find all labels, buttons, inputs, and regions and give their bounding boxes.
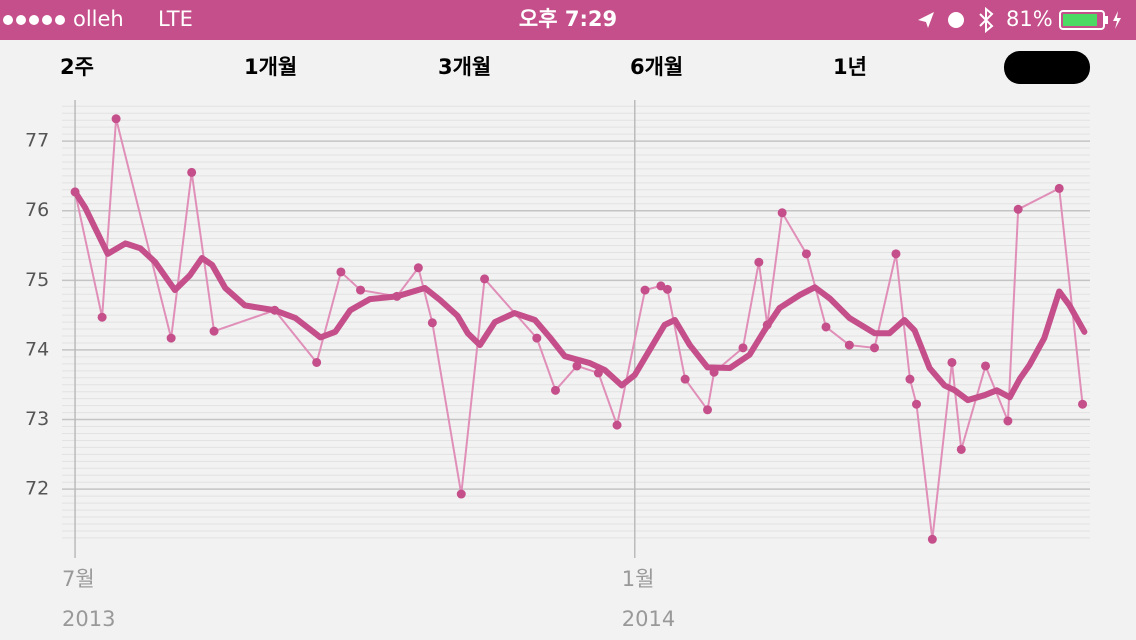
data-point <box>870 343 880 353</box>
data-point <box>891 249 901 259</box>
data-point <box>754 257 764 267</box>
data-point <box>480 274 490 284</box>
data-point <box>187 167 197 177</box>
range-tabs: 2주 1개월 3개월 6개월 1년 전부 <box>60 51 1090 84</box>
data-point <box>312 357 322 367</box>
data-point <box>456 489 466 499</box>
data-point <box>550 385 560 395</box>
data-point <box>427 318 437 328</box>
data-point <box>1054 183 1064 193</box>
data-point <box>1013 204 1023 214</box>
data-point <box>572 361 582 371</box>
data-point <box>905 374 915 384</box>
data-point <box>821 322 831 332</box>
data-point <box>612 420 622 430</box>
data-point <box>1078 399 1088 409</box>
data-point <box>166 333 176 343</box>
carrier: olleh <box>73 7 124 31</box>
y-tick-label: 72 <box>25 478 49 500</box>
data-point <box>981 361 991 371</box>
tab[interactable]: 2주 <box>60 55 94 79</box>
data-point <box>738 343 748 353</box>
tab[interactable]: 3개월 <box>438 55 491 79</box>
data-point <box>844 340 854 350</box>
data-point <box>209 326 219 336</box>
data-point <box>356 285 366 295</box>
data-point <box>662 284 672 294</box>
data-point <box>777 208 787 218</box>
data-point <box>413 263 423 273</box>
x-tick-label: 1월 <box>622 567 655 591</box>
status-bar <box>0 0 1136 40</box>
data-point <box>801 249 811 259</box>
data-point <box>703 405 713 415</box>
battery-text: 81% <box>1006 7 1053 31</box>
location-icon <box>918 12 934 28</box>
tab[interactable]: 6개월 <box>630 55 683 79</box>
data-point <box>956 444 966 454</box>
data-point <box>680 374 690 384</box>
y-tick-label: 76 <box>25 199 49 221</box>
bluetooth-icon <box>979 6 994 34</box>
y-tick-label: 74 <box>25 338 49 360</box>
signal <box>3 15 65 25</box>
time: 오후 7:29 <box>519 7 617 31</box>
tab[interactable]: 1년 <box>833 55 867 79</box>
x-year-label: 2014 <box>622 607 675 631</box>
x-tick-label: 7월 <box>62 567 95 591</box>
data-point <box>947 357 957 367</box>
y-tick-label: 75 <box>25 269 49 291</box>
tab[interactable]: 1개월 <box>244 55 297 79</box>
data-point <box>111 114 121 124</box>
alarm-icon <box>948 12 964 28</box>
battery-icon <box>1059 10 1121 30</box>
chart: 72 73 74 75 76 77 7월 2013 1월 2014 <box>25 100 1090 631</box>
x-year-label: 2013 <box>62 607 115 631</box>
y-tick-label: 77 <box>25 130 49 152</box>
network: LTE <box>158 7 193 31</box>
selected-tab-bg <box>1004 51 1090 84</box>
data-point <box>911 399 921 409</box>
data-point <box>336 267 346 277</box>
data-point <box>927 534 937 544</box>
data-point <box>97 312 107 322</box>
data-point <box>640 285 650 295</box>
data-point <box>532 333 542 343</box>
data-point <box>1003 416 1013 426</box>
tab[interactable]: 전부 <box>1027 55 1066 79</box>
y-tick-label: 73 <box>25 408 49 430</box>
series-line <box>72 188 1088 404</box>
